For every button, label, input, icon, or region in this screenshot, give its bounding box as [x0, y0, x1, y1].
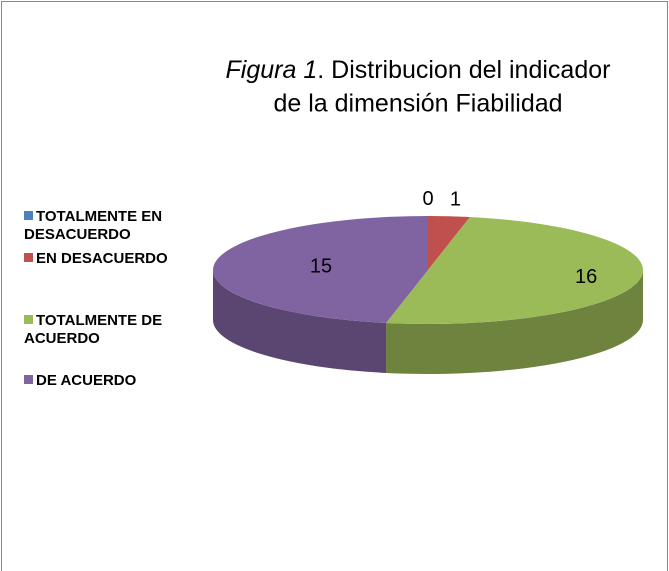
slice: [212, 216, 428, 323]
slice-side: [386, 270, 643, 374]
title-italic: Figura 1: [226, 56, 318, 84]
slice: [386, 217, 643, 324]
legend-swatch: [24, 315, 33, 324]
legend-label: TOTALMENTE EN DESACUERDO: [24, 208, 163, 243]
slice-side: [213, 270, 387, 373]
data-label: 0: [422, 188, 433, 210]
legend-entry: DE ACUERDO: [24, 372, 224, 390]
legend-label: EN DESACUERDO: [36, 250, 168, 267]
legend-entry: TOTALMENTE DE ACUERDO: [24, 312, 224, 348]
data-label: 16: [575, 266, 597, 288]
legend-swatch: [24, 211, 33, 220]
legend-label: DE ACUERDO: [36, 372, 137, 389]
data-label: 15: [310, 256, 332, 278]
data-label: 1: [450, 188, 461, 210]
legend-entry: EN DESACUERDO: [24, 250, 224, 268]
legend-entry: TOTALMENTE EN DESACUERDO: [24, 208, 224, 244]
legend-label: TOTALMENTE DE ACUERDO: [24, 312, 163, 347]
slice: [428, 216, 470, 270]
legend-swatch: [24, 253, 33, 262]
chart-title: de la dimensión Fiabilidad: [273, 90, 562, 118]
title-rest: . Distribucion del indicador: [317, 56, 610, 84]
chart-title: Figura 1. Distribucion del indicador: [226, 56, 611, 84]
legend-swatch: [24, 375, 33, 384]
